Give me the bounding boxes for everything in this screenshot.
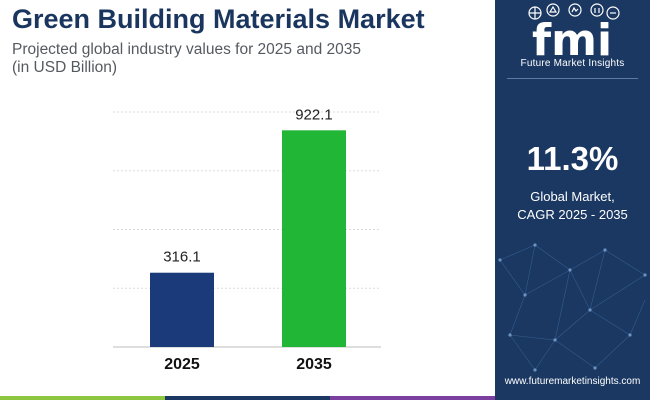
cagr-label-line-1: Global Market,: [530, 189, 615, 204]
subtitle-line-1: Projected global industry values for 202…: [12, 41, 361, 58]
strip-segment-navy: [165, 396, 330, 400]
logo-text: fmi: [532, 15, 612, 66]
strip-segment-purple: [330, 396, 495, 400]
bar-chart: 316.1 2025 922.1 2035: [113, 106, 381, 373]
brand-name: Future Market Insights: [520, 58, 625, 69]
bar-2025: [150, 272, 214, 347]
network-decoration: [498, 243, 647, 372]
sidebar-panel: fmi Future Market Insights 11.3% Global …: [495, 0, 650, 400]
website-link[interactable]: www.futuremarketinsights.com: [504, 376, 641, 387]
cagr-value: 11.3%: [526, 140, 619, 177]
data-label-2025: 316.1: [163, 249, 201, 266]
x-tick-label-2035: 2035: [296, 356, 332, 373]
bar-2035: [282, 130, 346, 347]
bottom-color-strip: [0, 396, 495, 400]
cagr-label: Global Market, CAGR 2025 - 2035: [495, 188, 650, 224]
cagr-label-line-2: CAGR 2025 - 2035: [517, 207, 628, 222]
page-title: Green Building Materials Market: [12, 4, 425, 34]
chart-subtitle: Projected global industry values for 202…: [12, 41, 361, 77]
logo-icons: [528, 3, 620, 20]
data-label-2035: 922.1: [295, 106, 333, 123]
strip-segment-green: [0, 396, 165, 400]
fmi-logo: fmi: [528, 3, 620, 66]
subtitle-line-2: (in USD Billion): [12, 59, 118, 76]
x-tick-label-2025: 2025: [164, 356, 200, 373]
sidebar-divider: [507, 78, 638, 79]
